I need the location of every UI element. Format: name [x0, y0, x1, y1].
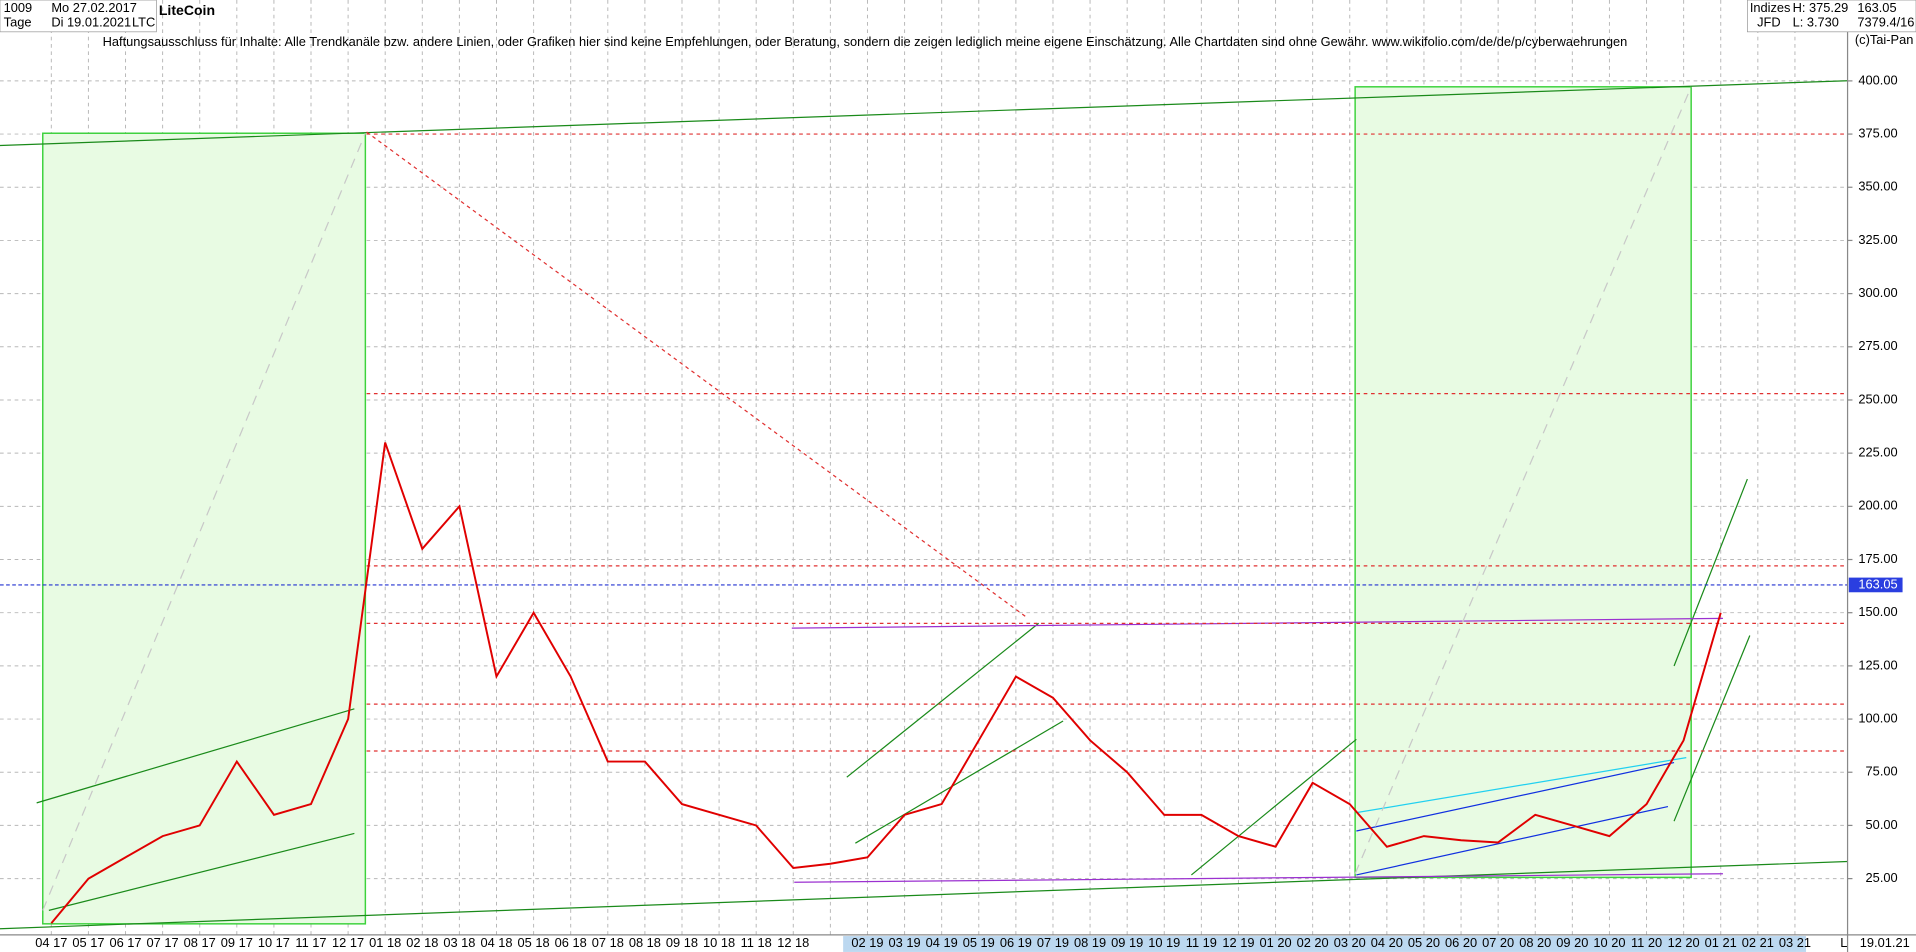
x-tick-label: 06 20 — [1445, 935, 1477, 950]
x-tick-label: 06 19 — [1000, 935, 1032, 950]
x-tick-label: 10 20 — [1593, 935, 1625, 950]
x-tick-label: 10 17 — [258, 935, 290, 950]
header-period: Tage — [4, 15, 32, 30]
x-tick-label: 09 19 — [1111, 935, 1143, 950]
x-tick-label: 03 21 — [1779, 935, 1811, 950]
x-tick-label: 05 19 — [963, 935, 995, 950]
x-tick-label: 11 18 — [741, 935, 772, 950]
plot — [50, 442, 1722, 924]
x-tick-label: 02 20 — [1297, 935, 1329, 950]
x-tick-label: 09 17 — [221, 935, 253, 950]
header-last: 163.05 — [1857, 0, 1896, 15]
price-line — [50, 442, 1722, 924]
header-broker: JFD — [1757, 15, 1781, 30]
footer-date: 19.01.21 — [1860, 935, 1910, 950]
footer-mode: L — [1840, 935, 1847, 950]
x-tick-label: 07 17 — [147, 935, 179, 950]
y-tick-label: 150.00 — [1858, 604, 1897, 619]
x-tick-label: 10 19 — [1148, 935, 1180, 950]
y-tick-label: 325.00 — [1858, 232, 1897, 247]
y-tick-label: 75.00 — [1866, 764, 1898, 779]
x-tick-label: 03 19 — [889, 935, 921, 950]
trend-lines — [0, 80, 1848, 930]
x-tick-label: 12 18 — [777, 935, 809, 950]
x-tick-label: 08 17 — [184, 935, 216, 950]
disclaimer: Haftungsausschluss für Inhalte: Alle Tre… — [103, 34, 1628, 49]
x-tick-label: 08 19 — [1074, 935, 1106, 950]
x-tick-label: 02 18 — [406, 935, 438, 950]
copyright: (c)Tai-Pan — [1855, 32, 1913, 47]
header-start: Mo 27.02.2017 — [51, 0, 137, 15]
x-tick-label: 04 18 — [480, 935, 512, 950]
x-tick-label: 08 18 — [629, 935, 661, 950]
x-tick-label: 05 18 — [518, 935, 550, 950]
x-tick-label: 08 20 — [1519, 935, 1551, 950]
x-tick-label: 11 19 — [1186, 935, 1217, 950]
y-tick-label: 125.00 — [1858, 657, 1897, 672]
x-tick-label: 11 17 — [295, 935, 326, 950]
y-tick-label: 175.00 — [1858, 551, 1897, 566]
x-tick-label: 07 20 — [1482, 935, 1514, 950]
header-low: L: 3.730 — [1793, 15, 1839, 30]
x-tick-label: 06 17 — [109, 935, 141, 950]
x-tick-label: 06 18 — [555, 935, 587, 950]
header-end: Di 19.01.2021 — [51, 15, 131, 30]
x-tick-label: 04 20 — [1371, 935, 1403, 950]
header-box — [1747, 0, 1916, 33]
y-tick-label: 375.00 — [1858, 125, 1897, 140]
x-tick-label: 03 20 — [1334, 935, 1366, 950]
header-group: Indizes — [1750, 0, 1791, 15]
header-name: LiteCoin — [159, 2, 215, 18]
x-tick-label: 09 20 — [1556, 935, 1588, 950]
x-tick-label: 07 19 — [1037, 935, 1069, 950]
x-tick-label: 12 19 — [1222, 935, 1254, 950]
y-tick-label: 275.00 — [1858, 338, 1897, 353]
last-price-box — [1848, 577, 1903, 593]
y-tick-label: 25.00 — [1866, 870, 1898, 885]
x-tick-label: 12 17 — [332, 935, 364, 950]
y-tick-label: 300.00 — [1858, 285, 1897, 300]
x-tick-label: 07 18 — [592, 935, 624, 950]
x-tick-label: 02 21 — [1742, 935, 1774, 950]
y-tick-label: 225.00 — [1858, 445, 1897, 460]
x-tick-label: 02 19 — [851, 935, 883, 950]
x-tick-label: 10 18 — [703, 935, 735, 950]
x-tick-label: 01 20 — [1260, 935, 1292, 950]
header-info: 7379.4/16 — [1857, 15, 1914, 30]
levels — [0, 133, 1848, 752]
x-tick-label: 05 17 — [72, 935, 104, 950]
highlight-box — [42, 132, 367, 925]
y-tick-label: 250.00 — [1858, 391, 1897, 406]
y-tick-label: 200.00 — [1858, 498, 1897, 513]
range-band — [843, 936, 1807, 952]
x-tick-label: 09 18 — [666, 935, 698, 950]
x-tick-label: 11 20 — [1631, 935, 1662, 950]
x-tick-label: 04 17 — [35, 935, 67, 950]
x-tick-label: 01 21 — [1705, 935, 1737, 950]
x-tick-label: 05 20 — [1408, 935, 1440, 950]
header-high: H: 375.29 — [1793, 0, 1849, 15]
header-symbol: LTC — [132, 15, 155, 30]
x-tick-label: 03 18 — [443, 935, 475, 950]
header-id: 1009 — [4, 0, 33, 15]
highlight-box — [1354, 86, 1692, 879]
x-tick-label: 12 20 — [1668, 935, 1700, 950]
x-tick-label: 04 19 — [926, 935, 958, 950]
y-axis: 25.00 50.00 75.00 100.00 125.00 150.00 175.00 2… — [1847, 72, 1903, 885]
y-tick-label: 100.00 — [1858, 710, 1897, 725]
x-tick-label: 01 18 — [369, 935, 401, 950]
x-axis: 04 17 05 17 06 17 07 17 08 17 09 17 10 17 11 17… — [35, 935, 1811, 950]
y-tick-label: 50.00 — [1866, 817, 1898, 832]
header-box — [0, 0, 157, 33]
y-tick-label: 350.00 — [1858, 179, 1897, 194]
last-price-label: 163.05 — [1858, 576, 1897, 591]
y-tick-label: 400.00 — [1858, 72, 1897, 87]
